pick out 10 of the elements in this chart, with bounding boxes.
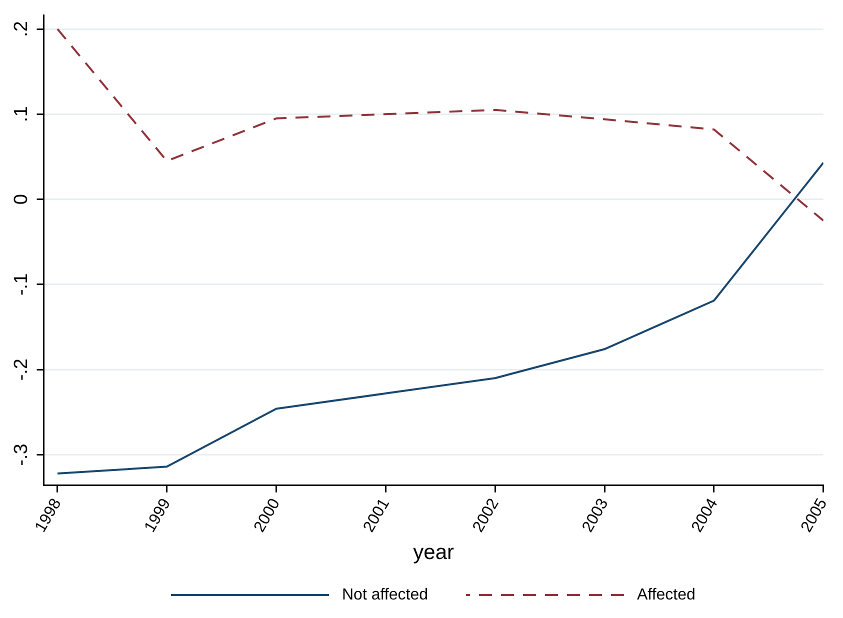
x-axis-title: year xyxy=(413,541,454,564)
y-tick-label: .2 xyxy=(10,21,32,37)
legend-label: Affected xyxy=(636,586,696,604)
y-tick-label: -.2 xyxy=(10,358,32,381)
y-tick-label: .1 xyxy=(10,106,32,122)
y-tick-label: 0 xyxy=(10,194,32,205)
y-tick-label: -.3 xyxy=(10,444,32,466)
legend-label: Not affected xyxy=(342,586,428,604)
y-tick-label: -.1 xyxy=(10,273,32,296)
line-series xyxy=(56,28,824,222)
